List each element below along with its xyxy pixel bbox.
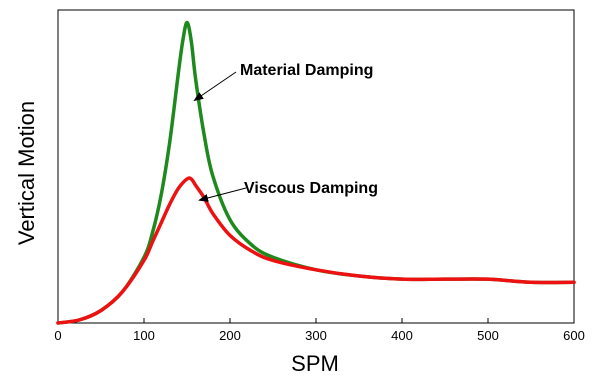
annotation-arrow bbox=[198, 187, 247, 202]
x-tick-label: 0 bbox=[54, 328, 61, 343]
y-axis-title: Vertical Motion bbox=[14, 101, 39, 245]
x-tick-label: 600 bbox=[563, 328, 585, 343]
annotations: Material Damping Viscous Damping bbox=[193, 62, 378, 202]
x-tick-label: 200 bbox=[219, 328, 241, 343]
annotation-arrow bbox=[193, 71, 237, 102]
x-tick-label: 400 bbox=[391, 328, 413, 343]
x-tick-label: 100 bbox=[133, 328, 155, 343]
x-tick-label: 500 bbox=[477, 328, 499, 343]
annotation-label: Viscous Damping bbox=[244, 180, 378, 197]
series-group bbox=[56, 20, 576, 325]
x-axis-ticks: 0 100 200 300 400 500 600 bbox=[54, 318, 585, 343]
annotation-label: Material Damping bbox=[240, 62, 373, 79]
x-axis-title: SPM bbox=[291, 351, 339, 375]
x-tick-label: 300 bbox=[305, 328, 327, 343]
viscous-damping-line bbox=[56, 176, 576, 325]
